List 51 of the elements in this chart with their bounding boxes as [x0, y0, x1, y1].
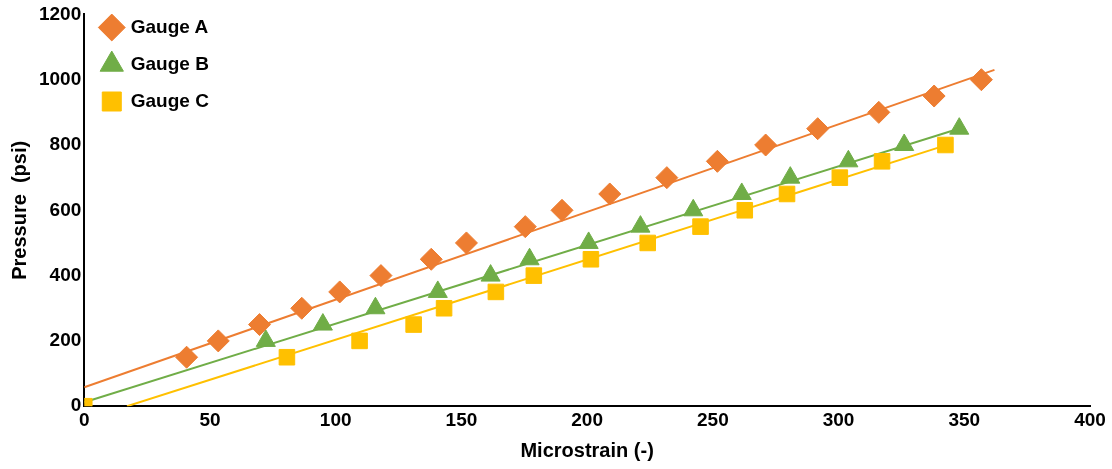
point: [290, 296, 314, 320]
x-tick-label: 100: [319, 408, 352, 430]
x-tick-label: 200: [571, 408, 603, 430]
point: [206, 329, 230, 353]
point: [778, 185, 796, 203]
point: [487, 283, 505, 301]
point: [705, 149, 729, 173]
y-axis-title: Pressure (psi): [7, 140, 30, 280]
x-tick-label: 350: [948, 408, 981, 430]
point: [639, 234, 657, 252]
point: [525, 267, 543, 284]
point: [692, 218, 709, 235]
x-tick-label: 300: [822, 408, 855, 430]
legend-label: Gauge A: [130, 15, 209, 37]
point: [969, 68, 993, 92]
point: [922, 84, 946, 108]
x-tick-label: 150: [445, 408, 478, 430]
x-tick-label: 50: [199, 408, 221, 430]
point: [454, 231, 478, 255]
legend-label: Gauge B: [130, 52, 209, 74]
point: [278, 348, 296, 366]
point: [513, 215, 537, 239]
point: [598, 182, 622, 206]
y-tick-label: 600: [49, 198, 82, 220]
point: [550, 198, 574, 222]
point: [937, 136, 954, 154]
x-axis-title: Microstrain (-): [520, 438, 654, 461]
point: [754, 133, 778, 157]
point: [328, 280, 352, 304]
y-tick-label: 400: [49, 263, 82, 285]
point: [175, 345, 199, 369]
point: [806, 117, 830, 141]
y-tick-label: 1200: [38, 2, 82, 24]
point: [867, 100, 891, 124]
legend-label: Gauge C: [130, 89, 210, 111]
point: [369, 264, 393, 288]
point: [873, 153, 891, 170]
y-tick-label: 800: [49, 133, 82, 155]
y-tick-label: 200: [49, 329, 82, 351]
point: [248, 313, 272, 337]
point: [435, 299, 453, 317]
point: [655, 166, 679, 190]
point: [419, 247, 443, 271]
point: [736, 202, 754, 219]
point: [351, 332, 368, 350]
point: [582, 251, 600, 268]
x-tick-label: 250: [697, 408, 729, 430]
x-tick-label: 400: [1074, 408, 1106, 430]
point: [831, 169, 849, 186]
point: [405, 316, 422, 333]
y-tick-label: 1000: [38, 67, 82, 89]
